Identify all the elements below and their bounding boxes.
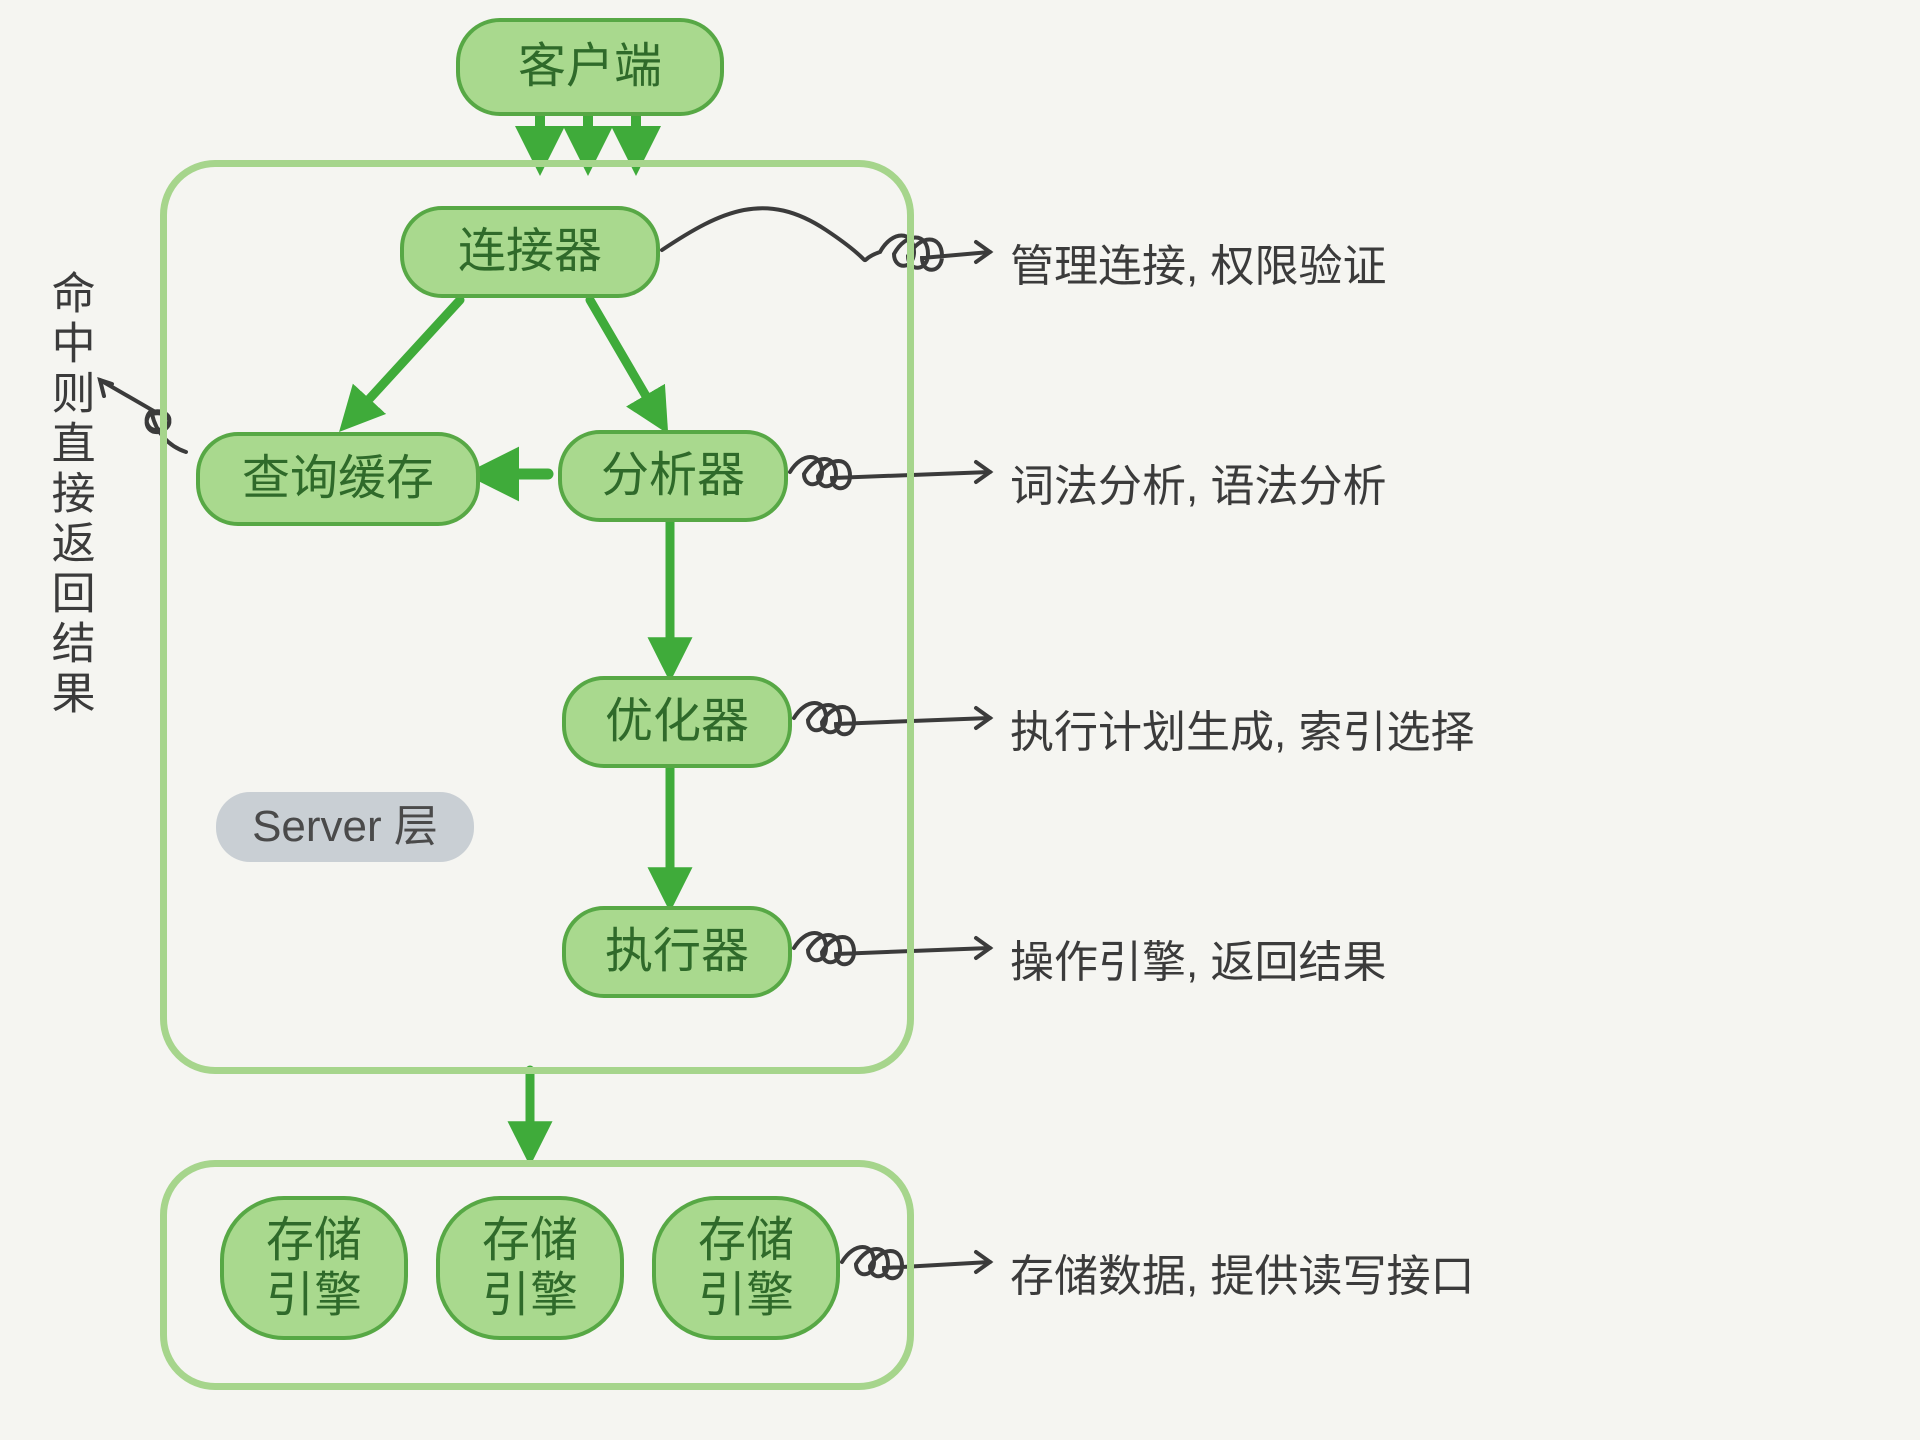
storage-engine-node: 存储 引擎	[436, 1196, 624, 1340]
diagram-canvas: 客户端 连接器 查询缓存 分析器 优化器 执行器 存储 引擎 存储 引擎 存储 …	[0, 0, 1920, 1440]
executor-node: 执行器	[562, 906, 792, 998]
optimizer-annotation: 执行计划生成, 索引选择	[1010, 696, 1474, 760]
storage-engine-node: 存储 引擎	[220, 1196, 408, 1340]
cache-hit-annotation: 命中则直接返回结果	[38, 270, 100, 720]
connector-annotation: 管理连接, 权限验证	[1010, 230, 1386, 294]
query-cache-node: 查询缓存	[196, 432, 480, 526]
optimizer-node: 优化器	[562, 676, 792, 768]
connector-node: 连接器	[400, 206, 660, 298]
analyzer-annotation: 词法分析, 语法分析	[1010, 450, 1386, 514]
analyzer-node: 分析器	[558, 430, 788, 522]
storage-engine-node: 存储 引擎	[652, 1196, 840, 1340]
server-layer-label: Server 层	[216, 792, 474, 862]
executor-annotation: 操作引擎, 返回结果	[1010, 926, 1386, 990]
storage-annotation: 存储数据, 提供读写接口	[1010, 1240, 1474, 1304]
client-node: 客户端	[456, 18, 724, 116]
